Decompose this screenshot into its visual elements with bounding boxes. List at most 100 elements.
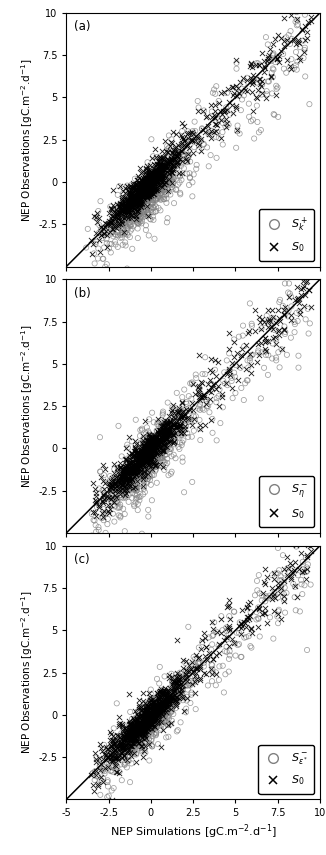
Point [109,487,114,501]
Point [145,186,150,200]
Point [129,458,134,472]
Point [263,562,268,575]
Point [161,705,166,719]
Point [245,610,250,623]
Point [247,609,253,622]
Point [174,156,180,170]
Point [121,462,126,475]
Point [149,460,154,474]
Point [128,179,133,192]
Point [137,720,142,734]
Point [181,662,186,675]
Point [152,166,157,180]
Point [189,125,194,139]
Point [161,162,166,176]
Point [122,191,127,204]
Point [230,106,236,120]
Point [233,649,238,663]
Point [249,85,254,98]
Point [157,457,162,471]
Point [121,481,126,494]
Point [270,581,275,595]
Point [138,458,143,472]
Point [148,438,153,451]
Point [110,209,115,223]
Point [155,705,160,718]
Point [146,451,152,464]
Point [167,423,172,437]
Point [163,160,168,174]
Point [150,455,155,469]
Point [145,175,150,189]
Point [148,180,154,193]
Point [141,718,146,732]
Point [126,430,131,444]
Point [150,437,155,451]
Point [203,398,208,411]
Point [149,437,154,451]
Point [137,736,142,750]
Point [138,709,143,722]
Point [163,700,168,714]
Point [108,245,113,259]
Point [308,10,313,24]
Point [103,463,108,476]
Point [92,784,97,798]
Point [127,735,133,749]
Point [145,205,151,219]
Point [142,179,148,192]
Point [147,158,152,172]
Point [154,439,159,453]
Point [122,740,127,754]
Point [112,499,117,513]
Point [158,177,163,191]
Point [144,162,149,176]
Point [108,755,113,769]
Point [149,182,154,196]
Point [159,718,164,732]
Point [137,453,142,467]
Point [134,462,140,475]
Point [163,183,168,197]
Point [141,185,147,198]
Point [153,193,158,207]
Point [138,716,143,730]
Point [146,443,151,457]
Point [181,414,186,428]
Point [153,436,158,450]
Point [156,163,161,177]
Point [154,165,159,179]
Point [170,670,175,684]
Point [150,176,155,190]
Point [128,179,133,192]
Point [147,702,153,716]
Point [289,299,294,313]
Point [125,183,130,197]
Point [110,472,115,486]
Point [125,203,130,216]
Point [145,447,151,461]
Point [243,616,248,630]
Point [131,189,136,203]
Point [173,680,179,693]
Point [204,399,210,413]
Point [259,336,264,350]
Point [141,174,147,187]
Point [155,168,160,182]
Point [141,198,146,212]
Point [159,687,164,701]
Point [150,176,156,190]
Point [113,238,118,251]
Point [219,108,225,121]
Point [157,660,162,674]
Point [153,710,158,723]
Point [150,181,156,195]
Point [125,211,130,225]
Point [121,207,126,221]
Point [256,569,261,582]
Point [165,693,170,707]
Point [152,435,157,449]
Point [201,137,206,150]
Point [150,439,155,452]
Point [165,425,170,439]
